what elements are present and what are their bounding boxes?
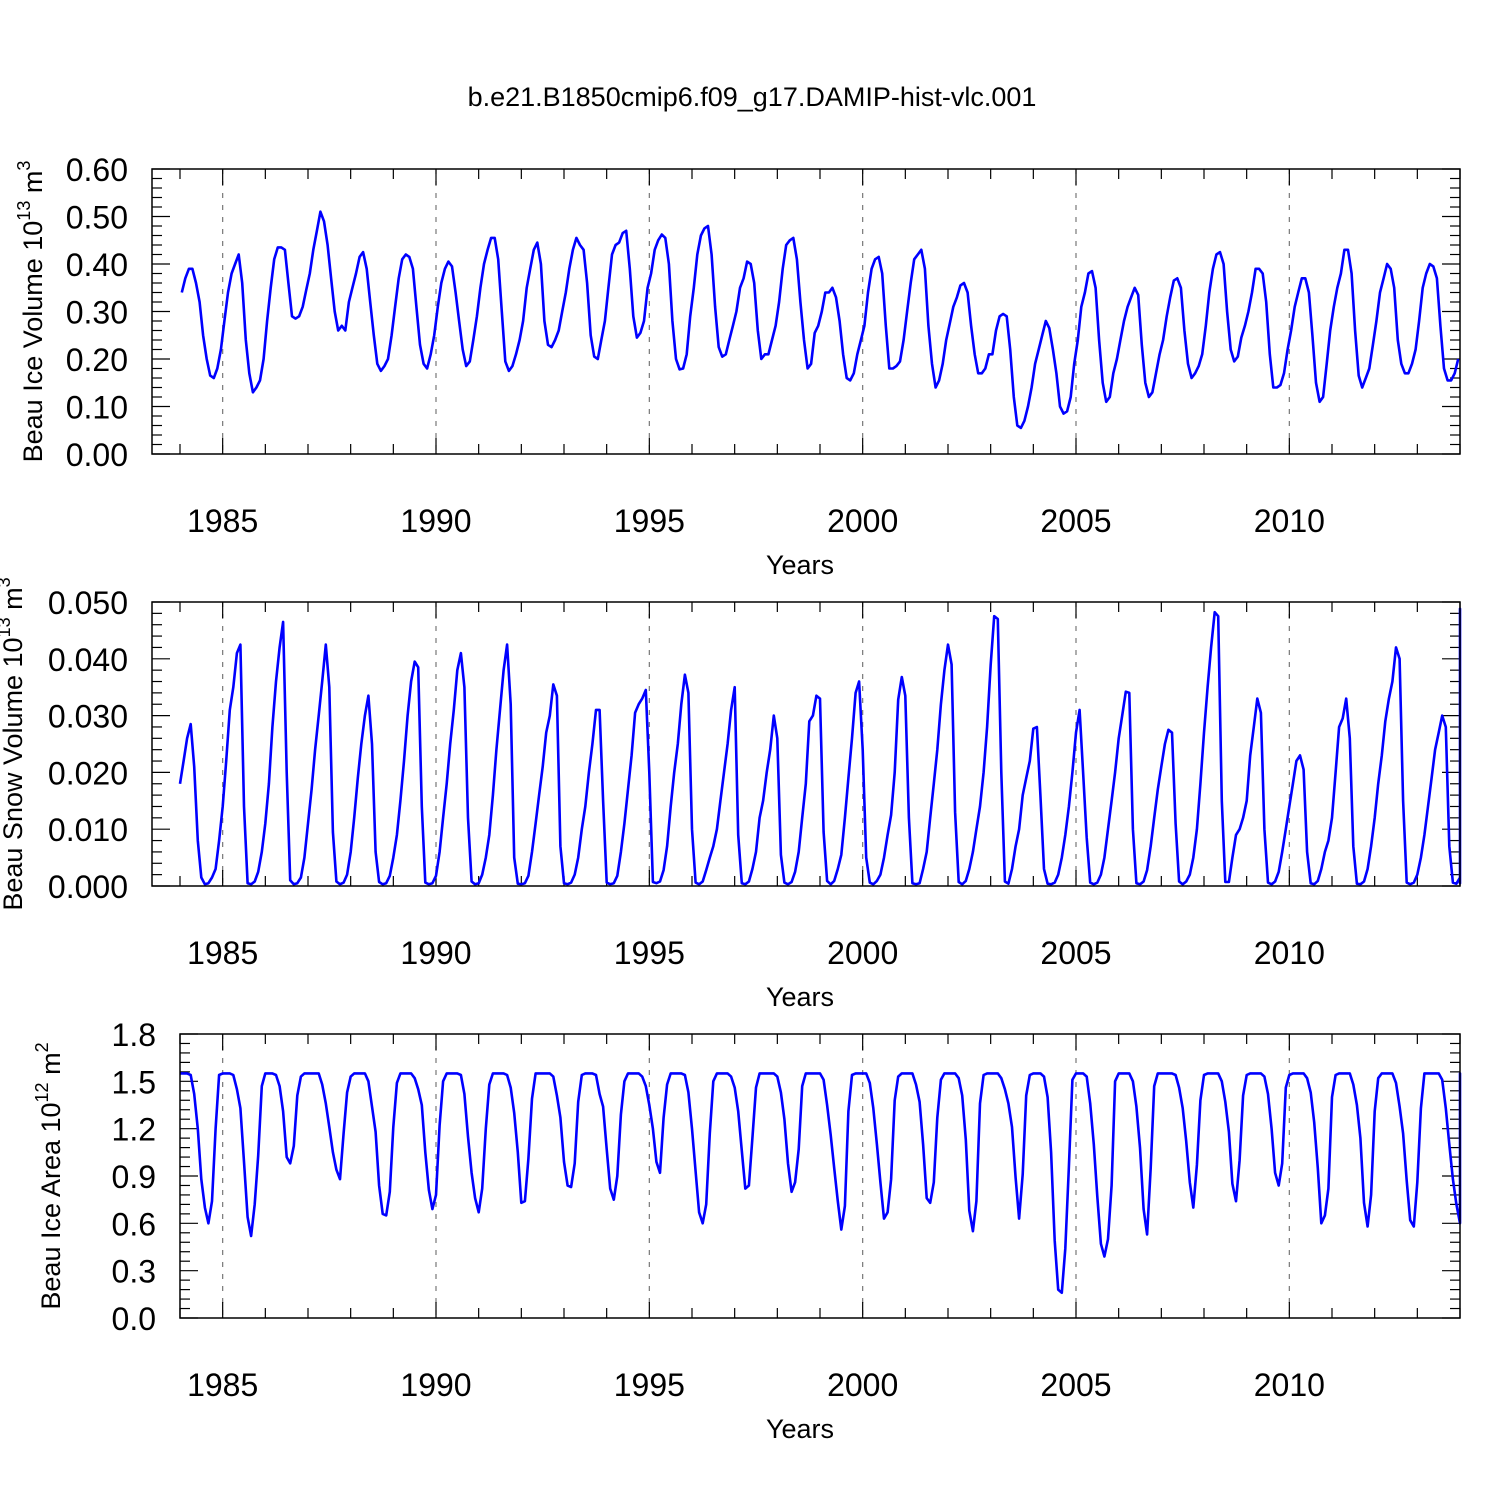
x-tick-label: 2010 (1254, 503, 1325, 539)
y-tick-label: 0.6 (112, 1206, 156, 1242)
x-tick-label: 2010 (1254, 1367, 1325, 1403)
y-axis-label-unit-exponent: 3 (0, 577, 14, 587)
y-tick-label: 0.20 (66, 342, 128, 378)
axis-ticks (152, 601, 1461, 887)
y-axis-label-unit-exponent: 3 (14, 161, 34, 171)
y-tick-labels: 0.00 0.10 0.20 0.30 0.40 0.50 0.60 (66, 152, 128, 473)
panel-ice-area: 0.00.30.60.91.21.51.8 1985 1990 1995 2000 20… (32, 1017, 1462, 1444)
series-layer (180, 210, 1460, 430)
x-tick-labels: 1985 1990 1995 2000 2005 2010 (187, 1367, 1325, 1403)
y-axis-label-exponent: 13 (0, 617, 14, 637)
x-axis-label: Years (766, 982, 834, 1012)
x-tick-label: 1990 (400, 503, 471, 539)
x-tick-label: 2000 (827, 503, 898, 539)
y-tick-label: 0.00 (66, 437, 128, 473)
y-tick-label: 0.50 (66, 200, 128, 236)
x-tick-label: 1995 (614, 1367, 685, 1403)
x-tick-label: 2005 (1040, 1367, 1111, 1403)
y-tick-label: 0.040 (48, 642, 128, 678)
y-axis-label-unit-exponent: 2 (32, 1042, 52, 1052)
series-layer (180, 1072, 1462, 1295)
y-axis-label-unit: m (0, 587, 28, 617)
y-tick-labels: 0.0 0.3 0.6 0.9 1.2 1.5 1.8 (112, 1017, 156, 1337)
axis-ticks (179, 1033, 1461, 1319)
y-tick-label: 0.10 (66, 390, 128, 426)
y-tick-label: 1.2 (112, 1112, 156, 1148)
x-tick-labels: 1985 1990 1995 2000 2005 2010 (187, 503, 1325, 539)
y-axis-label-main: Beau Ice Area 10 (36, 1102, 66, 1309)
x-axis-label: Years (766, 550, 834, 580)
y-axis-label: Beau Ice Area 1012 m2 (32, 1042, 66, 1309)
x-tick-label: 1995 (614, 503, 685, 539)
series-line (180, 210, 1460, 430)
series-line (180, 1072, 1462, 1295)
x-tick-label: 2010 (1254, 935, 1325, 971)
y-tick-label: 0.050 (48, 585, 128, 621)
y-tick-label: 0.3 (112, 1254, 156, 1290)
y-tick-label: 0.000 (48, 869, 128, 905)
x-tick-labels: 1985 1990 1995 2000 2005 2010 (187, 935, 1325, 971)
y-tick-label: 1.5 (112, 1064, 156, 1100)
x-tick-label: 1990 (400, 935, 471, 971)
y-axis-label: Beau Snow Volume 1013 m3 (0, 577, 28, 910)
figure-title: b.e21.B1850cmip6.f09_g17.DAMIP-hist-vlc.… (468, 82, 1037, 112)
x-tick-label: 1985 (187, 1367, 258, 1403)
x-tick-label: 1985 (187, 935, 258, 971)
y-axis-label-unit: m (36, 1052, 66, 1082)
y-tick-label: 0.0 (112, 1301, 156, 1337)
y-tick-label: 0.9 (112, 1159, 156, 1195)
x-tick-label: 1990 (400, 1367, 471, 1403)
y-axis-label-unit: m (18, 171, 48, 201)
series-layer (178, 607, 1462, 886)
plot-frame (151, 601, 1461, 887)
x-tick-label: 1985 (187, 503, 258, 539)
plot-frame (151, 168, 1461, 455)
x-axis-label: Years (766, 1414, 834, 1444)
y-tick-label: 0.40 (66, 247, 128, 283)
y-axis-label: Beau Ice Volume 1013 m3 (14, 161, 48, 463)
x-tick-label: 2005 (1040, 935, 1111, 971)
y-axis-label-exponent: 12 (32, 1082, 52, 1102)
x-tick-label: 2000 (827, 1367, 898, 1403)
plot-frame (179, 1033, 1461, 1319)
y-axis-label-main: Beau Ice Volume 10 (18, 221, 48, 463)
y-tick-label: 0.010 (48, 812, 128, 848)
series-line (178, 607, 1462, 886)
x-tick-label: 1995 (614, 935, 685, 971)
y-tick-label: 1.8 (112, 1017, 156, 1053)
panel-ice-volume: 0.00 0.10 0.20 0.30 0.40 0.50 0.60 1985 1990 199… (14, 152, 1461, 580)
y-tick-labels: 0.000 0.010 0.020 0.030 0.040 0.050 (48, 585, 128, 905)
x-tick-label: 2005 (1040, 503, 1111, 539)
x-tick-label: 2000 (827, 935, 898, 971)
y-tick-label: 0.030 (48, 699, 128, 735)
y-axis-label-exponent: 13 (14, 201, 34, 221)
y-tick-label: 0.60 (66, 152, 128, 188)
y-tick-label: 0.020 (48, 755, 128, 791)
y-tick-label: 0.30 (66, 295, 128, 331)
y-axis-label-main: Beau Snow Volume 10 (0, 637, 28, 910)
